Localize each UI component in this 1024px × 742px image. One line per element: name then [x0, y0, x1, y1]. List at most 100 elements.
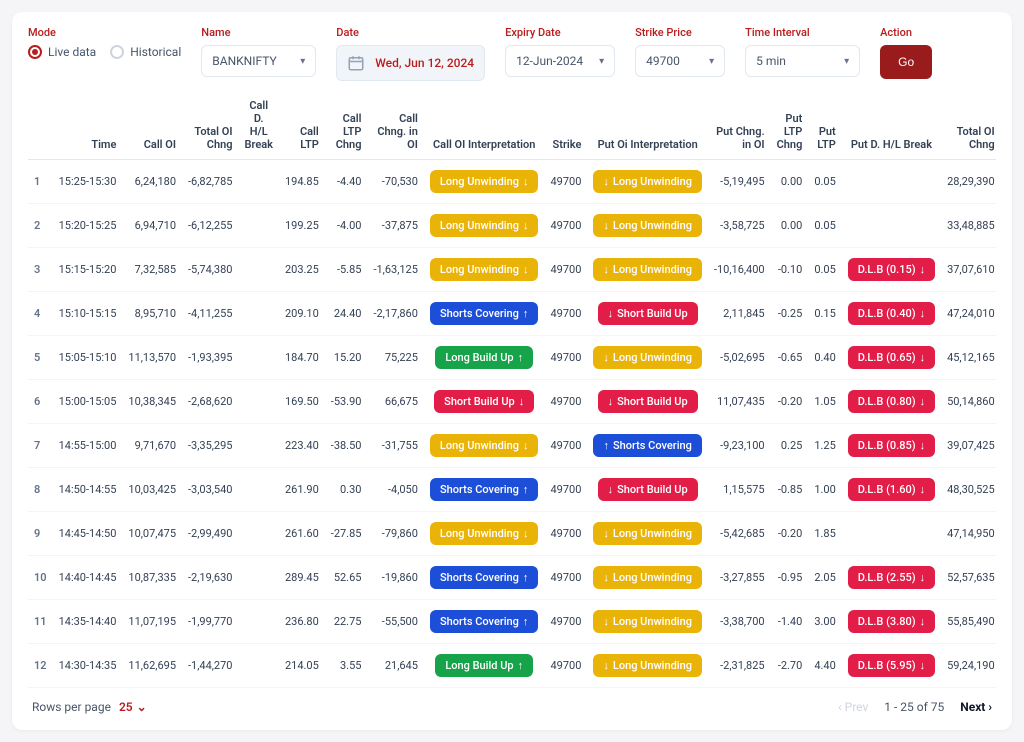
- table-body: 115:25-15:306,24,180-6,82,785194.85-4.40…: [28, 160, 996, 688]
- cell: [238, 160, 278, 204]
- date-picker[interactable]: Wed, Jun 12, 2024: [336, 45, 485, 81]
- table-header-row: Time Call OI Total OI Chng Call D. H/L B…: [28, 91, 996, 160]
- interpretation-badge: Long Unwinding↓: [430, 522, 539, 545]
- cell: 14:30-14:35: [53, 644, 123, 688]
- cell: 203.25: [279, 248, 325, 292]
- cell: 49700: [544, 512, 587, 556]
- cell: -2,19,630: [182, 556, 238, 600]
- prev-button[interactable]: ‹ Prev: [838, 700, 868, 714]
- cell-badge: Long Unwinding↓: [424, 204, 545, 248]
- interpretation-badge: Long Build Up↑: [435, 346, 533, 369]
- live-radio[interactable]: Live data: [28, 45, 96, 59]
- cell: 14:40-14:45: [53, 556, 123, 600]
- th-put-dhl[interactable]: Put D. H/L Break: [842, 91, 941, 160]
- name-label: Name: [201, 26, 316, 39]
- cell: -2,31,825: [708, 644, 771, 688]
- interpretation-badge: ↓Short Build Up: [598, 390, 698, 413]
- cell-dlb: [842, 512, 941, 556]
- mode-group: Mode Live data Historical: [28, 26, 181, 59]
- arrow-down-icon: ↓: [920, 659, 926, 672]
- th-total-oi-chng[interactable]: Total OI Chng: [182, 91, 238, 160]
- arrow-up-icon: ↑: [518, 659, 524, 672]
- th-strike[interactable]: Strike: [544, 91, 587, 160]
- arrow-down-icon: ↓: [523, 263, 529, 276]
- th-total-oi-chng-put[interactable]: Total OI Chng: [941, 91, 996, 160]
- rows-select[interactable]: 25 ⌄: [119, 700, 147, 714]
- cell: 194.85: [279, 160, 325, 204]
- cell: 15:15-15:20: [53, 248, 123, 292]
- th-call-interp[interactable]: Call OI Interpretation: [424, 91, 545, 160]
- th-put-chng-oi[interactable]: Put Chng. in OI: [708, 91, 771, 160]
- interpretation-badge: ↓Long Unwinding: [593, 610, 702, 633]
- cell-badge: Long Build Up↑: [424, 644, 545, 688]
- cell: 14:45-14:50: [53, 512, 123, 556]
- cell-badge: Long Unwinding↓: [424, 248, 545, 292]
- cell: 49700: [544, 292, 587, 336]
- cell: -6,12,255: [182, 204, 238, 248]
- arrow-up-icon: ↑: [523, 615, 529, 628]
- cell: [238, 468, 278, 512]
- cell: 7: [28, 424, 53, 468]
- cell-badge: Shorts Covering↑: [424, 556, 545, 600]
- arrow-down-icon: ↓: [920, 395, 926, 408]
- th-call-oi[interactable]: Call OI: [122, 91, 182, 160]
- th-put-ltp-chng[interactable]: Put LTP Chng: [771, 91, 809, 160]
- interpretation-badge: ↓Long Unwinding: [593, 654, 702, 677]
- cell: 11: [28, 600, 53, 644]
- interpretation-badge: Short Build Up↓: [434, 390, 534, 413]
- next-button[interactable]: Next ›: [960, 700, 992, 714]
- expiry-group: Expiry Date 12-Jun-2024 ▾: [505, 26, 615, 77]
- cell: 10,07,475: [122, 512, 182, 556]
- cell: 49700: [544, 644, 587, 688]
- th-call-ltp-chng[interactable]: Call LTP Chng: [325, 91, 368, 160]
- th-time[interactable]: Time: [53, 91, 123, 160]
- name-select[interactable]: BANKNIFTY ▾: [201, 45, 316, 77]
- cell: -6,82,785: [182, 160, 238, 204]
- strike-select[interactable]: 49700 ▾: [635, 45, 725, 77]
- historical-radio[interactable]: Historical: [110, 45, 181, 59]
- cell: 1.00: [808, 468, 841, 512]
- cell: 0.40: [808, 336, 841, 380]
- cell-badge: ↓Long Unwinding: [587, 644, 708, 688]
- go-button[interactable]: Go: [880, 45, 932, 79]
- expiry-select[interactable]: 12-Jun-2024 ▾: [505, 45, 615, 77]
- cell: -10,16,400: [708, 248, 771, 292]
- cell: 169.50: [279, 380, 325, 424]
- cell: -38.50: [325, 424, 368, 468]
- cell: 50,14,860: [941, 380, 996, 424]
- arrow-down-icon: ↓: [920, 263, 926, 276]
- cell: 28,29,390: [941, 160, 996, 204]
- cell-badge: ↓Long Unwinding: [587, 600, 708, 644]
- cell: 5: [28, 336, 53, 380]
- interval-select[interactable]: 5 min ▾: [745, 45, 860, 77]
- cell: 15:05-15:10: [53, 336, 123, 380]
- cell-badge: ↑Shorts Covering: [587, 424, 708, 468]
- arrow-down-icon: ↓: [920, 439, 926, 452]
- rows-per-page: Rows per page 25 ⌄: [32, 700, 147, 714]
- interpretation-badge: Shorts Covering↑: [430, 302, 538, 325]
- cell: 48,30,525: [941, 468, 996, 512]
- arrow-down-icon: ↓: [920, 307, 926, 320]
- dlb-badge: D.L.B (0.65)↓: [848, 346, 935, 369]
- cell: -1,63,125: [367, 248, 423, 292]
- cell: -5,74,380: [182, 248, 238, 292]
- interpretation-badge: ↑Shorts Covering: [593, 434, 701, 457]
- cell: 14:35-14:40: [53, 600, 123, 644]
- th-call-dhl[interactable]: Call D. H/L Break: [238, 91, 278, 160]
- cell: -55,500: [367, 600, 423, 644]
- th-put-interp[interactable]: Put Oi Interpretation: [587, 91, 708, 160]
- cell-badge: ↓Long Unwinding: [587, 248, 708, 292]
- cell: 24.40: [325, 292, 368, 336]
- dlb-badge: D.L.B (0.85)↓: [848, 434, 935, 457]
- th-put-ltp[interactable]: Put LTP: [808, 91, 841, 160]
- th-call-ltp[interactable]: Call LTP: [279, 91, 325, 160]
- cell: -1,93,395: [182, 336, 238, 380]
- options-card: Mode Live data Historical Name BANKNIFTY…: [12, 12, 1012, 730]
- cell: 0.05: [808, 160, 841, 204]
- cell: 10,38,345: [122, 380, 182, 424]
- arrow-down-icon: ↓: [920, 483, 926, 496]
- cell-dlb: D.L.B (0.85)↓: [842, 424, 941, 468]
- th-call-chng-oi[interactable]: Call Chng. in OI: [367, 91, 423, 160]
- cell: 261.90: [279, 468, 325, 512]
- cell-dlb: D.L.B (5.95)↓: [842, 644, 941, 688]
